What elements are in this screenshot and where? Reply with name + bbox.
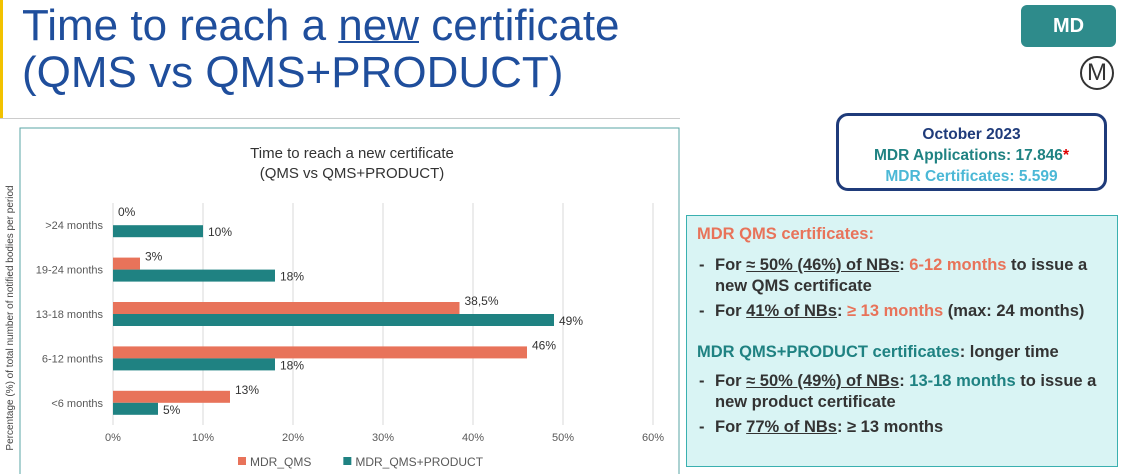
x-tick-label: 40% — [462, 432, 484, 444]
y-tick-label: 13-18 months — [36, 309, 104, 321]
text: MDR QMS+PRODUCT certificates — [697, 343, 960, 361]
slide-title: Time to reach a new certificate (QMS vs Q… — [22, 2, 620, 96]
x-tick-label: 50% — [552, 432, 574, 444]
text: For — [715, 256, 747, 274]
text: to issue a new QMS certificate — [715, 256, 1088, 295]
text: 41% of NBs — [746, 302, 837, 320]
separator — [0, 118, 680, 119]
text: (max: 24 months) — [943, 302, 1085, 320]
accent-bar — [0, 0, 3, 118]
x-tick-label: 60% — [642, 432, 664, 444]
y-tick-label: 6-12 months — [42, 353, 104, 365]
legend-label: MDR_QMS+PRODUCT — [355, 455, 483, 469]
info-line: MDR Applications: 17.846* — [839, 145, 1104, 166]
bar — [113, 402, 158, 415]
chart: Time to reach a new certificate (QMS vs … — [5, 127, 680, 474]
y-tick-label: 19-24 months — [36, 265, 104, 277]
text: For — [715, 302, 747, 320]
chart-frame — [19, 127, 680, 474]
text: ≈ 50% (49%) of NBs — [746, 372, 900, 390]
bar — [113, 314, 554, 326]
value-label: 38,5% — [465, 294, 499, 308]
y-tick-label: <6 months — [51, 398, 103, 410]
notes-box: MDR QMS certificates: For ≈ 50% (46%) of… — [686, 215, 1118, 467]
text: to issue a new product certificate — [715, 372, 1097, 411]
notes-heading: MDR QMS certificates: — [697, 225, 874, 243]
value-label: 46% — [532, 338, 556, 352]
bar — [113, 225, 203, 238]
bar — [113, 346, 527, 359]
bar — [113, 269, 275, 282]
chart-subtitle: (QMS vs QMS+PRODUCT) — [260, 165, 445, 182]
x-tick-label: 0% — [105, 432, 121, 444]
bar — [113, 390, 230, 403]
footnote-mark: * — [1062, 147, 1069, 164]
value-label: 0% — [118, 205, 136, 219]
title-text: Time to reach a — [22, 1, 339, 50]
value-label: 49% — [559, 314, 583, 328]
value-label: 13% — [235, 383, 259, 397]
legend-label: MDR_QMS — [250, 455, 311, 469]
value-label: 18% — [280, 358, 304, 372]
text: : longer time — [959, 343, 1059, 361]
value-label: 10% — [208, 225, 232, 239]
text: For — [715, 418, 747, 436]
title-text: new — [338, 1, 419, 50]
text: ≈ 50% (46%) of NBs — [746, 256, 900, 274]
bullet: For 77% of NBs: ≥ 13 months — [697, 417, 1107, 438]
text: 6-12 months — [909, 256, 1007, 274]
legend-swatch — [343, 457, 352, 465]
text: : — [836, 302, 848, 320]
bullet: For ≈ 50% (49%) of NBs: 13-18 months to … — [697, 371, 1107, 413]
title-text: certificate — [419, 1, 620, 50]
notes-heading: MDR QMS+PRODUCT certificates: longer tim… — [697, 342, 1107, 363]
x-tick-label: 30% — [372, 432, 394, 444]
text: : — [899, 372, 910, 390]
y-axis-label: Percentage (%) of total number of notifi… — [5, 185, 16, 450]
info-box: October 2023 MDR Applications: 17.846* M… — [836, 113, 1107, 191]
text: : ≥ 13 months — [836, 418, 944, 436]
bullet: For 41% of NBs: ≥ 13 months (max: 24 mon… — [697, 301, 1107, 322]
info-date: October 2023 — [922, 126, 1021, 143]
text: For — [715, 372, 747, 390]
text: 77% of NBs — [746, 418, 837, 436]
text: ≥ 13 months — [847, 302, 944, 320]
x-tick-label: 10% — [192, 432, 214, 444]
logo: M — [1080, 56, 1114, 90]
info-applications: MDR Applications: 17.846 — [874, 147, 1063, 164]
legend-swatch — [238, 457, 246, 465]
value-label: 18% — [280, 270, 304, 284]
text: : — [899, 256, 910, 274]
text: 13-18 months — [909, 372, 1016, 390]
x-tick-label: 20% — [282, 432, 304, 444]
bar — [113, 302, 460, 314]
info-certificates: MDR Certificates: 5.599 — [885, 168, 1058, 185]
bar — [113, 257, 140, 270]
y-tick-label: >24 months — [45, 220, 103, 232]
value-label: 3% — [145, 250, 163, 264]
chart-title: Time to reach a new certificate — [250, 145, 454, 162]
value-label: 5% — [163, 403, 181, 417]
badge: MD — [1021, 5, 1116, 47]
bullet: For ≈ 50% (46%) of NBs: 6-12 months to i… — [697, 255, 1107, 297]
title-text: (QMS vs QMS+PRODUCT) — [22, 48, 564, 97]
bar — [113, 358, 275, 371]
